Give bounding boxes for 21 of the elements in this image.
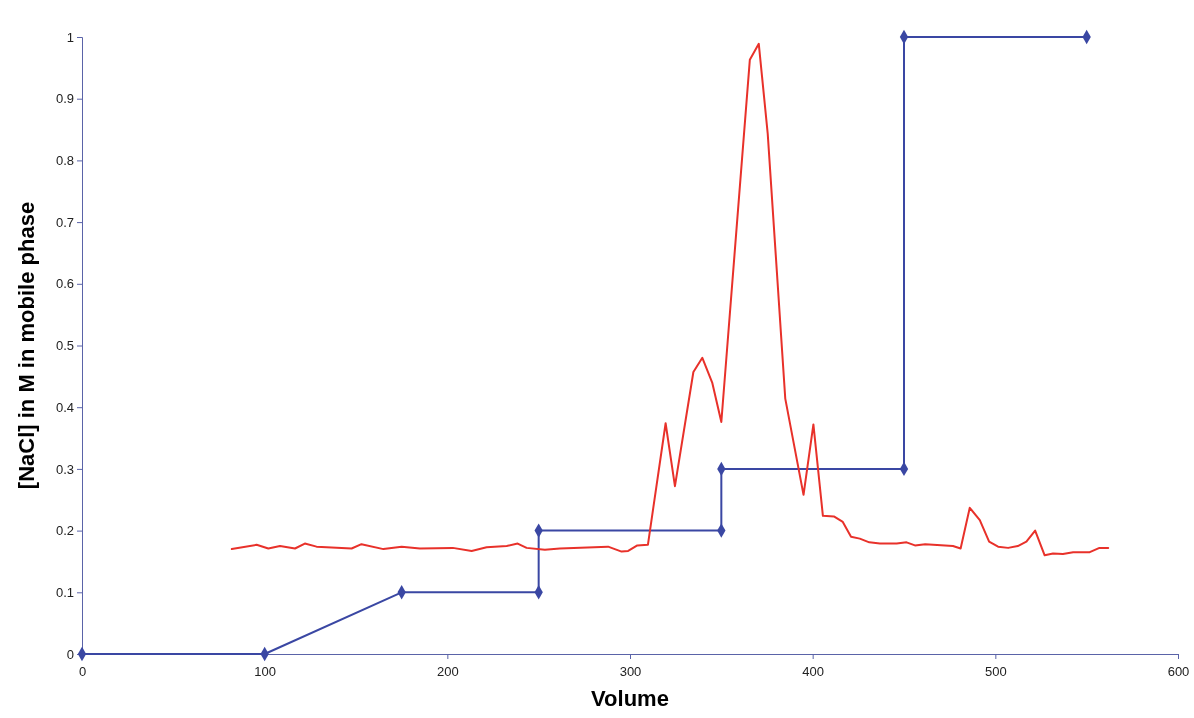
- y-tick-label: 0.9: [55, 91, 74, 107]
- x-tick-label: 300: [619, 664, 642, 680]
- y-tick-label: 0.3: [55, 461, 74, 477]
- x-tick-label: 200: [436, 664, 459, 680]
- line-series: [230, 42, 1110, 557]
- x-tick-label: 500: [984, 664, 1007, 680]
- y-axis-title: [NaCl] in M in mobile phase: [14, 201, 39, 490]
- y-tick-label: 0.1: [55, 584, 74, 600]
- x-axis-title: Volume: [591, 686, 669, 711]
- y-tick-label: 0.5: [55, 338, 74, 354]
- x-tick-label: 0: [78, 664, 87, 680]
- x-tick-label: 400: [802, 664, 825, 680]
- y-tick-label: 1: [66, 29, 74, 45]
- y-tick-label: 0: [66, 646, 74, 662]
- x-tick-label: 600: [1167, 664, 1190, 680]
- y-tick-label: 0.6: [55, 276, 74, 292]
- y-tick-label: 0.4: [55, 399, 74, 415]
- y-tick-label: 0.7: [55, 214, 74, 230]
- x-tick-label: 100: [254, 664, 277, 680]
- y-tick-label: 0.2: [55, 523, 74, 539]
- y-tick-label: 0.8: [55, 153, 74, 169]
